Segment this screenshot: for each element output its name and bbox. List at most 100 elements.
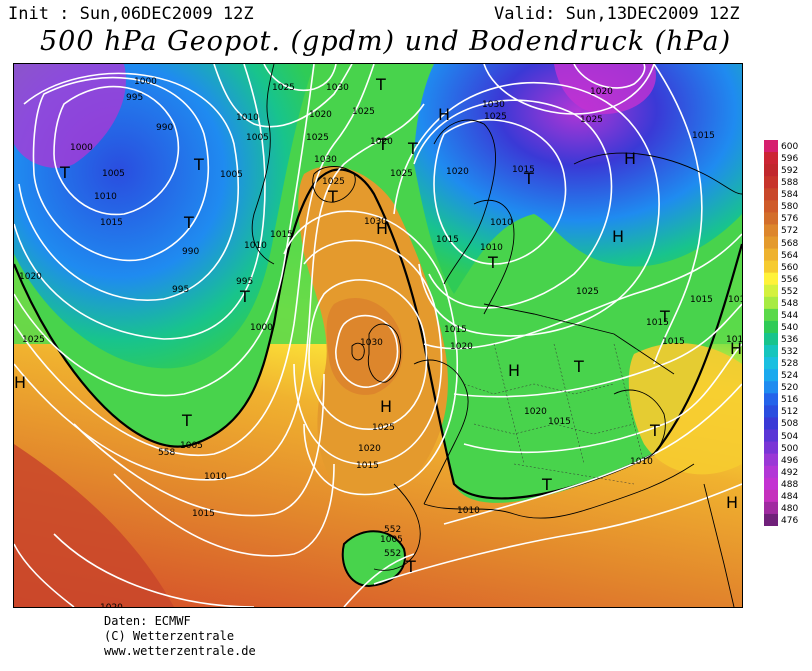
high-pressure-symbol: H [730, 339, 742, 358]
colorbar-label: 520 [781, 383, 799, 394]
height-contour-label: 552 [384, 549, 401, 559]
isobar-label: 990 [156, 123, 173, 133]
colorbar-cell [764, 188, 778, 201]
colorbar-label: 484 [781, 491, 799, 502]
credits: Daten: ECMWF (C) Wetterzentrale www.wett… [104, 614, 256, 659]
isobar-label: 1020 [309, 110, 332, 120]
pressure-labels: 1000995100099010051010101599099599510001… [19, 77, 742, 607]
isobar-label: 1000 [134, 77, 157, 87]
colorbar-label: 528 [781, 359, 799, 370]
colorbar-label: 540 [781, 322, 799, 333]
low-pressure-symbol: T [59, 163, 70, 182]
colorbar-cell [764, 140, 778, 153]
isobar-label: 1000 [70, 143, 93, 153]
colorbar-label: 572 [781, 226, 799, 237]
colorbar-cell [764, 477, 778, 491]
colorbar-cell [764, 501, 778, 515]
isobar-label: 1025 [306, 133, 329, 143]
political-borders [463, 343, 645, 485]
isobar-label: 1020 [590, 87, 613, 97]
colorbar-cell [764, 405, 778, 418]
high-pressure-symbol: H [726, 493, 738, 512]
isobar-label: 1020 [358, 444, 381, 454]
high-pressure-symbol: H [376, 219, 388, 238]
cutoff-low [341, 530, 406, 588]
colorbar-label: 596 [781, 154, 799, 165]
isobar-label: 1015 [356, 461, 379, 471]
isobar-label: 1020 [450, 342, 473, 352]
colorbar-cell [764, 224, 778, 237]
coastlines [251, 64, 742, 607]
height-contour-label: 552 [384, 525, 401, 535]
colorbar-cell [764, 489, 778, 503]
colorbar-label: 568 [781, 238, 799, 249]
low-pressure-symbol: T [573, 357, 584, 376]
isobar-label: 1015 [728, 295, 742, 305]
colorbar-cell [764, 176, 778, 189]
colorbar-label: 492 [781, 467, 799, 478]
colorbar [764, 132, 778, 527]
colorbar-cell [764, 296, 778, 310]
colorbar-cell [764, 429, 778, 443]
map-title: 500 hPa Geopot. (gpdm) und Bodendruck (h… [40, 26, 732, 57]
low-pressure-symbol: T [407, 139, 418, 158]
isobar-label: 995 [126, 93, 143, 103]
isobar-label: 1030 [360, 338, 383, 348]
isobar-label: 1020 [524, 407, 547, 417]
colorbar-label: 480 [781, 503, 799, 514]
isobar-label: 1015 [270, 230, 293, 240]
colorbar-cell [764, 272, 778, 286]
high-pressure-symbol: H [624, 149, 636, 168]
colorbar-label: 512 [781, 407, 799, 418]
colorbar-cell [764, 441, 778, 455]
isobar-label: 1015 [646, 318, 669, 328]
isobar-label: 1020 [100, 603, 123, 607]
isobar-label: 1015 [662, 337, 685, 347]
low-pressure-symbol: T [239, 287, 250, 306]
colorbar-cell [764, 284, 778, 298]
isobar-label: 1015 [726, 335, 742, 345]
colorbar-cell [764, 236, 778, 250]
high-pressure-symbol: H [438, 105, 450, 124]
isobar-label: 1020 [19, 272, 42, 282]
isobar-label: 1010 [457, 506, 480, 516]
height-contour-label: 558 [158, 448, 175, 458]
isobar-label: 1010 [244, 241, 267, 251]
colorbar-cell [764, 393, 778, 406]
low-pressure-symbol: T [193, 155, 204, 174]
colorbar-label: 592 [781, 166, 799, 177]
colorbar-cell [764, 345, 778, 358]
isobar-label: 1020 [370, 137, 393, 147]
colorbar-label: 488 [781, 479, 799, 490]
colorbar-cell [764, 308, 778, 322]
isobar-label: 995 [172, 285, 189, 295]
low-pressure-symbol: T [405, 557, 416, 576]
colorbar-label: 500 [781, 443, 799, 454]
isobar-label: 1000 [250, 323, 273, 333]
height-labels: 558 552 552 [158, 448, 401, 559]
isobar-label: 1015 [436, 235, 459, 245]
isobar-label: 1010 [480, 243, 503, 253]
colorbar-label: 544 [781, 310, 799, 321]
high-pressure-symbol: H [612, 227, 624, 246]
low-pressure-symbol: T [487, 253, 498, 272]
isobar-label: 1030 [364, 217, 387, 227]
low-pressure-symbol: T [523, 169, 534, 188]
credit-data: Daten: ECMWF [104, 614, 191, 628]
credit-url: www.wetterzentrale.de [104, 644, 256, 658]
isobar-label: 1010 [204, 472, 227, 482]
colorbar-label: 584 [781, 190, 799, 201]
colorbar-cell [764, 453, 778, 467]
valid-time: Valid: Sun,13DEC2009 12Z [494, 4, 740, 24]
colorbar-label: 496 [781, 455, 799, 466]
colorbar-label: 532 [781, 347, 799, 358]
isobar-label: 1015 [692, 131, 715, 141]
isobar-label: 1030 [314, 155, 337, 165]
low-pressure-symbol: T [181, 411, 192, 430]
colorbar-cell [764, 152, 778, 165]
colorbar-label: 536 [781, 335, 799, 345]
isobar-label: 1010 [94, 192, 117, 202]
isobar-label: 1030 [482, 100, 505, 110]
isobar-label: 1015 [444, 325, 467, 335]
colorbar-cell [764, 333, 778, 346]
